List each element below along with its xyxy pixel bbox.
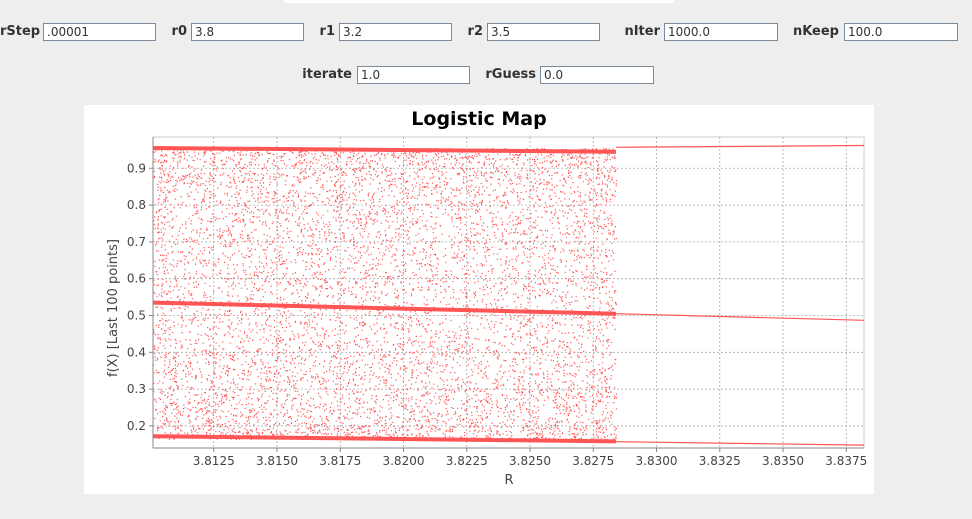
r0-label: r0 (171, 24, 187, 39)
y-tick-label: 0.6 (127, 272, 146, 286)
data-layer (153, 144, 865, 446)
period-branch-line (615, 313, 865, 321)
y-axis-label: f(X) [Last 100 points] (106, 239, 121, 377)
x-tick-label: 3.8250 (509, 454, 551, 468)
iterate-input[interactable] (357, 66, 470, 84)
rguess-label: rGuess (485, 67, 536, 82)
x-tick-label: 3.8325 (699, 454, 741, 468)
y-tick-label: 0.7 (127, 235, 146, 249)
niter-label: nIter (624, 24, 660, 39)
y-tick-label: 0.3 (127, 382, 146, 396)
plot-area (152, 136, 865, 449)
grid-layer (152, 136, 865, 449)
x-tick-label: 3.8125 (193, 454, 235, 468)
dense-band (153, 146, 616, 154)
x-tick-label: 3.8275 (572, 454, 614, 468)
axis-layer: 3.8125 3.8150 3.8175 3.8200 3.8225 3.8250 3.82… (127, 137, 867, 468)
niter-input[interactable] (664, 23, 778, 41)
y-tick-label: 0.5 (127, 309, 146, 323)
r1-label: r1 (319, 24, 335, 39)
nkeep-input[interactable] (844, 23, 958, 41)
x-tick-label: 3.8300 (636, 454, 678, 468)
x-tick-label: 3.8350 (762, 454, 804, 468)
x-tick-label: 3.8150 (256, 454, 298, 468)
logistic-map-chart: Logistic Map 3.8125 3.8150 3.8175 3.8200 3.8… (106, 108, 867, 488)
r1-input[interactable] (339, 23, 452, 41)
r2-label: r2 (467, 24, 483, 39)
iterate-label: iterate (302, 67, 352, 82)
y-tick-label: 0.4 (127, 345, 146, 359)
chaotic-scatter-points (153, 148, 618, 440)
rstep-label: rStep (0, 24, 41, 39)
x-axis-label: R (504, 473, 513, 488)
top-strip (284, 0, 674, 3)
period-branch-line (615, 441, 865, 446)
chart-title: Logistic Map (411, 108, 546, 130)
y-tick-label: 0.2 (127, 419, 146, 433)
x-tick-label: 3.8200 (382, 454, 424, 468)
period-branch-line (615, 144, 865, 148)
x-tick-label: 3.8225 (446, 454, 488, 468)
y-tick-label: 0.8 (127, 198, 146, 212)
chart-panel: Logistic Map 3.8125 3.8150 3.8175 3.8200 3.8… (84, 105, 874, 494)
r0-input[interactable] (191, 23, 304, 41)
dense-band (153, 434, 616, 444)
x-tick-label: 3.8175 (319, 454, 361, 468)
rstep-input[interactable] (43, 23, 156, 41)
r2-input[interactable] (487, 23, 600, 41)
nkeep-label: nKeep (792, 24, 839, 39)
y-tick-label: 0.9 (127, 161, 146, 175)
dense-band (153, 300, 616, 316)
x-tick-label: 3.8375 (825, 454, 867, 468)
rguess-input[interactable] (540, 66, 654, 84)
